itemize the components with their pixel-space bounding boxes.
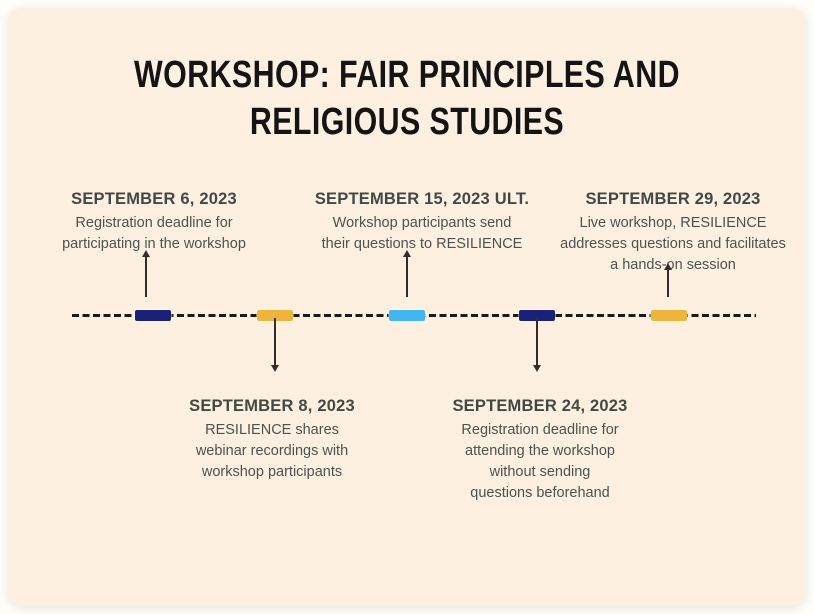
arrowhead-icon	[403, 250, 411, 257]
event-date: SEPTEMBER 29, 2023	[585, 190, 761, 208]
timeline-marker-sep24	[519, 310, 555, 321]
event-desc-line: attending the workshop	[465, 443, 615, 459]
workshop-title: WORKSHOP: FAIR PRINCIPLES AND RELIGIOUS …	[88, 52, 726, 146]
event-date: SEPTEMBER 24, 2023	[452, 397, 628, 415]
event-desc-line: webinar recordings with	[195, 443, 349, 459]
event-september-29: SEPTEMBER 29, 2023 Live workshop, RESILI…	[547, 188, 799, 276]
event-september-6: SEPTEMBER 6, 2023 Registration deadline …	[44, 188, 264, 255]
event-desc-line: Workshop participants send	[332, 215, 512, 231]
arrowhead-icon	[271, 365, 279, 372]
timeline-card: WORKSHOP: FAIR PRINCIPLES AND RELIGIOUS …	[8, 8, 806, 606]
timeline-marker-sep15	[389, 310, 425, 321]
event-date: SEPTEMBER 6, 2023	[71, 190, 237, 208]
event-desc-line: RESILIENCE shares	[205, 422, 339, 438]
arrowhead-icon	[533, 365, 541, 372]
arrowhead-icon	[142, 250, 150, 257]
event-desc-line: questions beforehand	[470, 485, 610, 501]
event-september-15: SEPTEMBER 15, 2023 ULT. Workshop partici…	[312, 188, 532, 255]
arrow-up-icon	[141, 250, 151, 297]
arrow-down-icon	[270, 318, 280, 372]
event-desc-line: Live workshop, RESILIENCE	[579, 215, 767, 231]
event-desc-line: participating in the workshop	[62, 236, 246, 252]
event-desc-line: workshop participants	[201, 464, 343, 480]
event-desc-line: Registration deadline for	[75, 215, 233, 231]
timeline-marker-sep29	[651, 310, 687, 321]
title-line-1: WORKSHOP: FAIR PRINCIPLES AND	[134, 54, 680, 96]
title-line-2: RELIGIOUS STUDIES	[249, 101, 565, 143]
arrow-up-icon	[402, 250, 412, 297]
arrowhead-icon	[664, 263, 672, 270]
event-desc-line: addresses questions and facilitates	[560, 236, 786, 252]
event-date: SEPTEMBER 8, 2023	[189, 397, 355, 415]
arrow-up-icon	[663, 263, 673, 297]
timeline-marker-sep6	[135, 310, 171, 321]
arrow-down-icon	[532, 318, 542, 372]
event-desc-line: without sending	[489, 464, 591, 480]
event-date: SEPTEMBER 15, 2023 ULT.	[314, 190, 530, 208]
timeline-marker-sep8	[257, 310, 293, 321]
event-desc-line: a hands-on session	[610, 257, 736, 273]
event-september-8: SEPTEMBER 8, 2023 RESILIENCE shares webi…	[172, 395, 372, 483]
event-september-24: SEPTEMBER 24, 2023 Registration deadline…	[435, 395, 645, 504]
event-desc-line: their questions to RESILIENCE	[321, 236, 523, 252]
event-desc-line: Registration deadline for	[461, 422, 619, 438]
